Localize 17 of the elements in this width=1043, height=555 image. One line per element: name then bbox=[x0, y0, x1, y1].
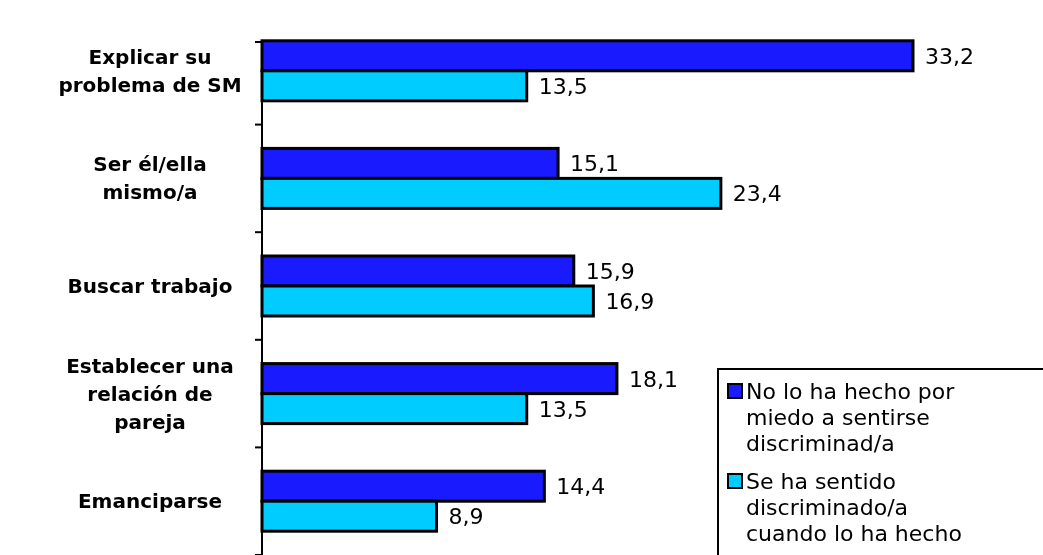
data-label: 14,4 bbox=[556, 474, 606, 500]
y-tick-label: Buscar trabajo bbox=[67, 274, 233, 298]
legend-label: Se ha sentido discriminado/a cuando lo ha hecho bbox=[746, 469, 962, 546]
data-label: 8,9 bbox=[448, 504, 484, 530]
data-label: 13,5 bbox=[538, 396, 588, 422]
data-label: 23,4 bbox=[732, 181, 782, 207]
data-label: 18,1 bbox=[628, 366, 678, 392]
y-tick-label: Establecer una relación de pareja bbox=[66, 353, 234, 434]
data-label: 16,9 bbox=[605, 289, 655, 314]
data-label: 15,9 bbox=[585, 259, 635, 284]
y-tick-label: Ser él/ella mismo/a bbox=[93, 152, 207, 205]
data-label: 15,1 bbox=[570, 151, 620, 177]
legend-label: No lo ha hecho por miedo a sentirse discriminad/a bbox=[746, 379, 956, 456]
y-tick-label: Emanciparse bbox=[77, 489, 223, 514]
y-tick-label: Explicar su problema de SM bbox=[58, 44, 242, 97]
data-label: 13,5 bbox=[538, 73, 588, 99]
data-label: 33,2 bbox=[925, 43, 974, 69]
